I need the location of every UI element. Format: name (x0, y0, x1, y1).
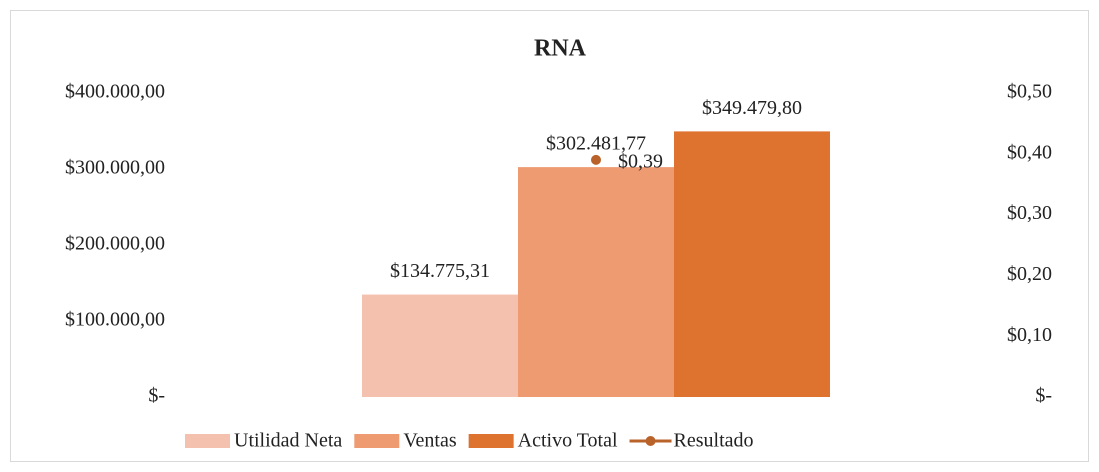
bar (674, 131, 830, 397)
legend-swatch (468, 434, 514, 448)
legend-label: Ventas (403, 430, 457, 452)
legend-label: Activo Total (518, 430, 618, 452)
legend-marker (645, 436, 656, 446)
y2-tick-label: $0,40 (1007, 141, 1052, 163)
bar (518, 167, 674, 397)
y-tick-label: $200.000,00 (65, 233, 165, 255)
data-label: $0,39 (618, 150, 663, 172)
legend-swatch (185, 434, 230, 448)
line-point (591, 154, 601, 165)
legend-label: Utilidad Neta (234, 430, 342, 452)
legend-swatch (354, 434, 400, 448)
chart-title: RNA (534, 36, 587, 62)
y-tick-label: $400.000,00 (65, 81, 165, 103)
y2-tick-label: $0,50 (1007, 81, 1052, 103)
y2-tick-label: $- (1035, 385, 1052, 407)
bar (362, 294, 518, 397)
data-label: $349.479,80 (702, 97, 802, 119)
legend-label: Resultado (674, 430, 754, 452)
y-tick-label: $300.000,00 (65, 157, 165, 179)
data-label: $302.481,77 (546, 133, 646, 155)
y2-tick-label: $0,20 (1007, 263, 1052, 285)
data-label: $134.775,31 (390, 260, 490, 282)
y-tick-label: $100.000,00 (65, 309, 165, 331)
y2-tick-label: $0,10 (1007, 324, 1052, 346)
y2-tick-label: $0,30 (1007, 202, 1052, 224)
y-tick-label: $- (148, 385, 165, 407)
